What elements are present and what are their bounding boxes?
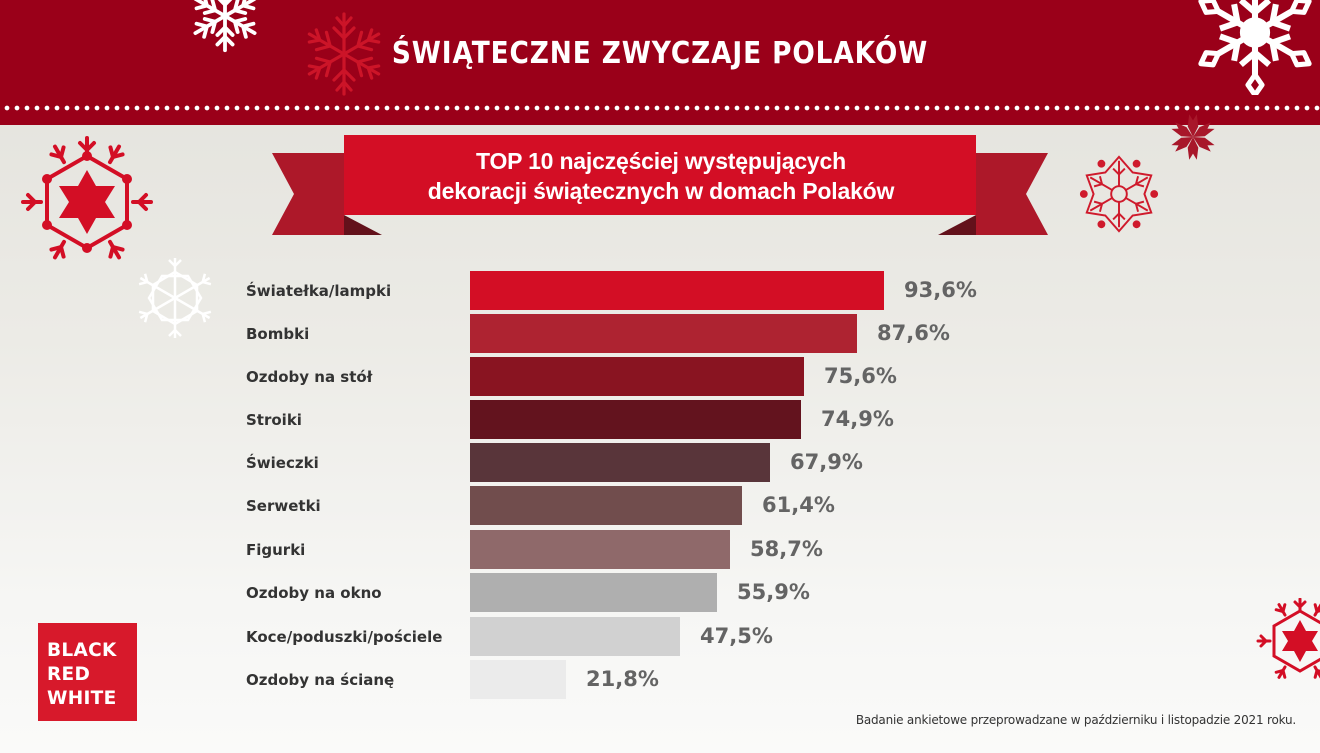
chart-title: TOP 10 najczęściej występujących dekorac…	[343, 146, 979, 206]
star-snowflake-icon	[1256, 598, 1320, 682]
logo-line: WHITE	[47, 688, 117, 709]
bar-value: 47,5%	[700, 624, 773, 648]
bar-label: Ozdoby na okno	[246, 584, 382, 602]
header-banner: ŚWIĄTECZNE ZWYCZAJE POLAKÓW	[0, 0, 1320, 125]
bar-row: Świeczki 67,9%	[0, 443, 1320, 482]
bar	[470, 573, 717, 612]
brand-logo: BLACK RED WHITE	[38, 623, 137, 721]
bar-label: Koce/poduszki/pościele	[246, 628, 443, 646]
bar-label: Stroiki	[246, 411, 302, 429]
bar-label: Bombki	[246, 325, 310, 343]
bar-value: 75,6%	[824, 364, 897, 388]
bar	[470, 357, 804, 396]
bar-row: Ozdoby na stół 75,6%	[0, 357, 1320, 396]
bar-value: 61,4%	[762, 493, 835, 517]
bar-row: Figurki 58,7%	[0, 530, 1320, 569]
snowflake-icon	[302, 12, 386, 96]
snowflake-icon	[189, 0, 261, 53]
bar-label: Ozdoby na ścianę	[246, 671, 395, 689]
chart-title-line2: dekoracji świątecznych w domach Polaków	[427, 178, 895, 204]
bar-row: Stroiki 74,9%	[0, 400, 1320, 439]
star-snowflake-icon	[21, 136, 153, 263]
bar-value: 93,6%	[904, 278, 977, 302]
snowflake-icon	[1190, 0, 1320, 95]
bar	[470, 530, 730, 569]
bar	[470, 617, 680, 656]
bar	[470, 314, 857, 353]
snowflake-icon	[1170, 114, 1216, 160]
bar-value: 58,7%	[750, 537, 823, 561]
bar	[470, 486, 742, 525]
bar-value: 67,9%	[790, 450, 863, 474]
chart-title-line1: TOP 10 najczęściej występujących	[476, 148, 846, 174]
snowflake-icon	[136, 258, 214, 340]
bar	[470, 400, 801, 439]
bar-value: 21,8%	[586, 667, 659, 691]
logo-line: RED	[47, 664, 91, 685]
bar-value: 55,9%	[737, 580, 810, 604]
bar-label: Światełka/lampki	[246, 282, 392, 300]
logo-line: BLACK	[47, 640, 117, 661]
bar-row: Bombki 87,6%	[0, 314, 1320, 353]
bar-label: Serwetki	[246, 497, 321, 515]
bar-row: Światełka/lampki 93,6%	[0, 271, 1320, 310]
bar-value: 74,9%	[821, 407, 894, 431]
bar-row: Ozdoby na okno 55,9%	[0, 573, 1320, 612]
bar-row: Serwetki 61,4%	[0, 486, 1320, 525]
bar-label: Ozdoby na stół	[246, 368, 373, 386]
bar-value: 87,6%	[877, 321, 950, 345]
ornate-snowflake-icon	[1079, 155, 1159, 233]
bar	[470, 660, 566, 699]
bar-row: Ozdoby na ścianę 21,8%	[0, 660, 1320, 699]
bar	[470, 271, 884, 310]
bar-label: Świeczki	[246, 454, 319, 472]
title-ribbon	[272, 135, 1048, 235]
bar	[470, 443, 770, 482]
footnote: Badanie ankietowe przeprowadzane w paźdz…	[855, 713, 1296, 727]
page-title: ŚWIĄTECZNE ZWYCZAJE POLAKÓW	[391, 36, 929, 71]
bar-row: Koce/poduszki/pościele 47,5%	[0, 617, 1320, 656]
dotted-divider	[0, 104, 1320, 112]
bar-label: Figurki	[246, 541, 306, 559]
